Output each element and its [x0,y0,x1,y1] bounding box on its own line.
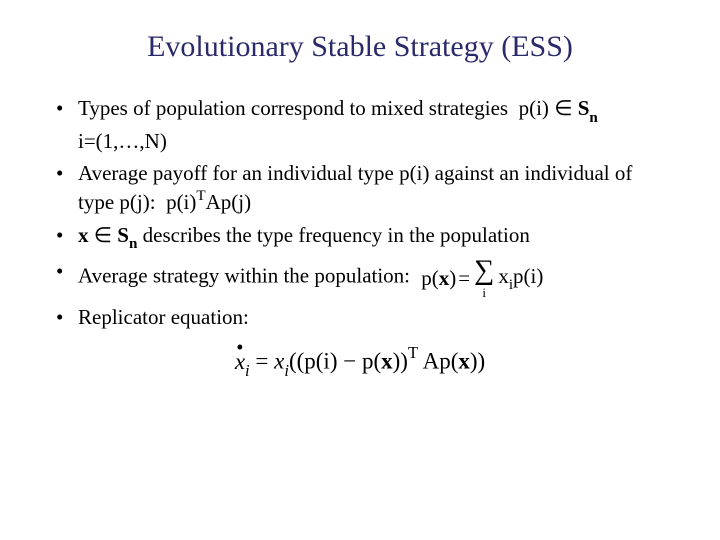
rep-x2: x [274,349,284,374]
element-of-1: ∈ [554,96,572,120]
pi-sum: p(i) [513,264,543,288]
x-bold-1: x [439,266,450,290]
pj-term: p(j) [221,190,251,214]
element-of-2: ∈ [94,223,112,247]
rep-T: T [408,343,418,362]
sn-n-1: n [589,110,597,126]
xi-x: x [498,264,509,288]
rep-i2: i [284,361,289,380]
rep-bx2: x [458,349,470,374]
rep-i1: i [245,361,250,380]
bullet-2-formula: p(i)TAp(j) [161,190,251,214]
rep-minus: − [343,349,356,374]
rep-popen: p( [362,349,381,374]
bullet-3-formula: x ∈ Sn [78,223,143,247]
bullet-list: Types of population correspond to mixed … [50,94,670,331]
equals-1: = [458,264,470,292]
rep-pclose: )) [393,349,408,374]
sn-n-2: n [129,236,137,252]
bullet-4: Average strategy within the population: … [50,257,670,298]
slide-title: Evolutionary Stable Strategy (ESS) [50,30,670,64]
transpose-1: T [196,188,205,204]
p-close-1: ) [449,266,456,290]
bullet-5-text: Replicator equation: [78,305,249,329]
bullet-3-text: describes the type frequency in the popu… [143,223,530,247]
rep-open: ((p(i) [289,349,338,374]
matrix-a-1: A [206,190,221,214]
sn-s-2: S [117,223,129,247]
x-dot: • x [235,349,245,375]
x-var-1: x [78,223,89,247]
sum-index: i [482,286,486,299]
bullet-2: Average payoff for an individual type p(… [50,159,670,217]
replicator-equation: • x i = xi((p(i) − p(x))T Ap(x)) [50,345,670,379]
xi-i: i [509,277,513,293]
rep-p2close: )) [470,349,485,374]
bullet-4-text: Average strategy within the population: [78,264,410,288]
rep-p2open: p( [439,349,458,374]
sum-symbol: ∑ i [474,257,494,298]
bullet-4-formula: p(x) = ∑ i xip(i) [421,257,543,298]
rep-eq: = [255,349,268,374]
bullet-1-formula: p(i) ∈ Sn [513,96,597,120]
bullet-1-line2: i=(1,…,N) [78,129,167,153]
bullet-1: Types of population correspond to mixed … [50,94,670,155]
bullet-5: Replicator equation: [50,303,670,331]
bullet-3: x ∈ Sn describes the type frequency in t… [50,221,670,254]
bullet-1-text: Types of population correspond to mixed … [78,96,508,120]
dot-mark: • [236,337,243,360]
rep-A: A [423,349,440,374]
sn-s-1: S [578,96,590,120]
p-open-1: p( [421,266,439,290]
rep-bx: x [381,349,393,374]
pi-term: p(i) [519,96,549,120]
pi-term-2: p(i) [166,190,196,214]
